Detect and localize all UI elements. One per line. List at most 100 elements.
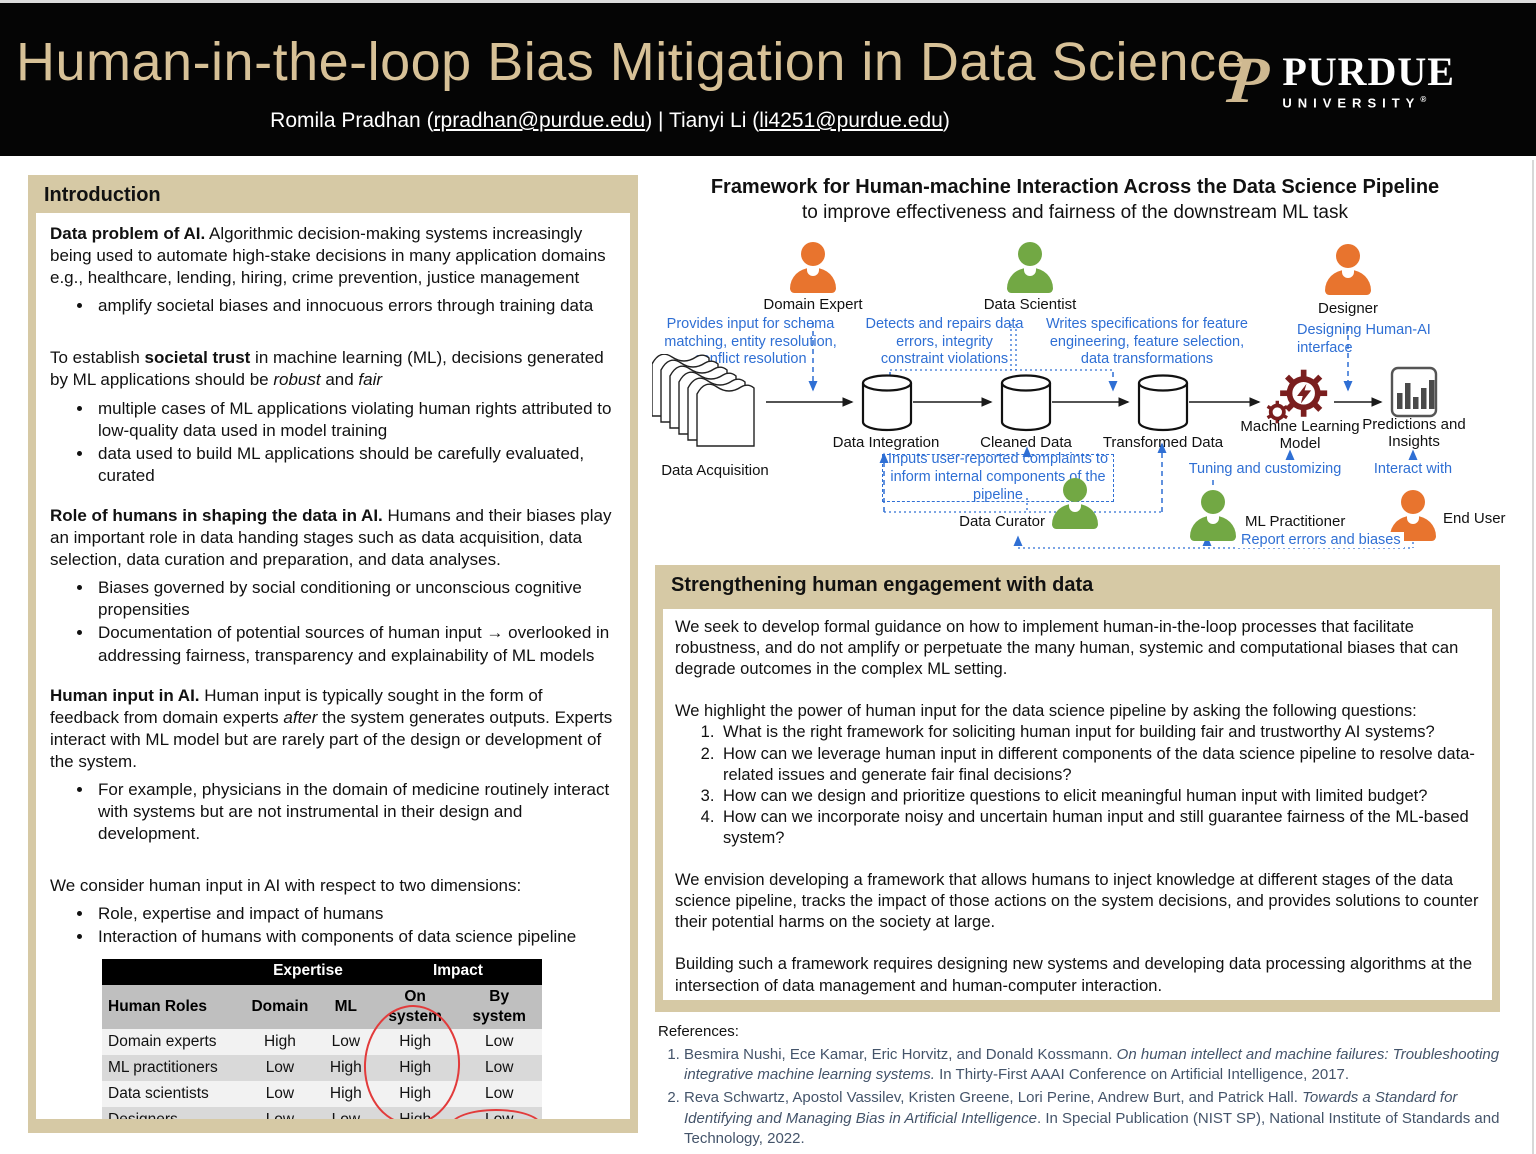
bullet-item: Documentation of potential sources of hu… (94, 622, 616, 666)
domain-expert-icon (785, 242, 841, 293)
intro-paragraph-dimensions: We consider human input in AI with respe… (50, 876, 522, 896)
stage-ml-model-label: Machine Learning Model (1240, 418, 1360, 453)
data-curator-icon (1047, 478, 1103, 529)
reference-item: Reva Schwartz, Apostol Vassilev, Kristen… (684, 1088, 1506, 1150)
purdue-logo: P PURDUE UNIVERSITY® (1224, 39, 1518, 123)
engagement-questions: What is the right framework for soliciti… (675, 722, 1480, 849)
stage-cleaned-data-label: Cleaned Data (980, 434, 1072, 451)
question-item: How can we incorporate noisy and uncerta… (719, 807, 1480, 849)
note-designer: Designing Human-AI interface (1297, 322, 1431, 356)
intro-bullets-1: amplify societal biases and innocuous er… (50, 295, 616, 317)
page-right-edge (1532, 160, 1534, 1154)
references-section: References: Besmira Nushi, Ece Kamar, Er… (658, 1022, 1506, 1152)
question-item: What is the right framework for soliciti… (719, 722, 1480, 743)
purdue-university-wordmark: UNIVERSITY® (1282, 94, 1433, 111)
stage-data-acquisition-label: Data Acquisition (661, 462, 769, 479)
stage-data-integration-label: Data Integration (832, 434, 940, 451)
bullet-item: Biases governed by social conditioning o… (94, 577, 616, 621)
table-column-header-row: Human Roles Domain ML On system By syste… (102, 984, 542, 1029)
note-domain-expert: Provides input for schema matching, enti… (664, 316, 837, 368)
authors-close: ) (942, 109, 950, 132)
purdue-p-icon: P (1224, 44, 1273, 117)
table-group-header-row: Expertise Impact (102, 958, 542, 985)
data-scientist-label: Data Scientist (983, 296, 1077, 313)
data-acquisition-icon (652, 354, 755, 447)
engagement-paragraph-1: We seek to develop formal guidance on ho… (675, 618, 1459, 679)
engagement-body: We seek to develop formal guidance on ho… (663, 609, 1492, 1000)
designer-label: Designer (1317, 300, 1379, 317)
intro-bullets-3: Biases governed by social conditioning o… (50, 577, 616, 666)
purdue-logo-text: PURDUE UNIVERSITY® (1282, 48, 1455, 111)
intro-paragraph-societal-trust: To establish societal trust in machine l… (50, 348, 604, 390)
engagement-paragraph-3: We envision developing a framework that … (675, 871, 1479, 932)
table-row: Data scientists Low High High Low (102, 1080, 542, 1107)
cleaned-data-icon (1000, 374, 1052, 432)
registered-mark: ® (1420, 94, 1433, 104)
ml-practitioner-icon (1185, 490, 1241, 541)
machine-learning-model-icon (1266, 369, 1328, 424)
end-user-label: End User (1443, 510, 1506, 527)
top-divider (0, 0, 1536, 3)
roles-table-wrapper: Expertise Impact Human Roles Domain ML O… (102, 958, 542, 1119)
engagement-paragraph-2: We highlight the power of human input fo… (675, 702, 1417, 721)
reference-item: Besmira Nushi, Ece Kamar, Eric Horvitz, … (684, 1045, 1506, 1086)
references-title: References: (658, 1023, 739, 1040)
references-list: Besmira Nushi, Ece Kamar, Eric Horvitz, … (658, 1045, 1506, 1150)
author1-name: Romila Pradhan ( (270, 109, 434, 132)
author2-email-link[interactable]: li4251@purdue.edu (759, 109, 943, 132)
data-scientist-icon (1002, 242, 1058, 293)
framework-title: Framework for Human-machine Interaction … (710, 176, 1440, 198)
intro-paragraph-human-input: Human input in AI. Human input is typica… (50, 685, 613, 771)
note-cleaning: Detects and repairs data errors, integri… (865, 316, 1024, 368)
intro-paragraph-role-of-humans: Role of humans in shaping the data in AI… (50, 505, 612, 570)
data-integration-icon (861, 374, 913, 432)
predictions-icon (1390, 366, 1438, 418)
authors-separator: ) | (645, 109, 669, 132)
note-tuning: Tuning and customizing (1188, 461, 1342, 477)
group-header-expertise: Expertise (242, 958, 374, 985)
engagement-panel: Strengthening human engagement with data… (655, 565, 1500, 1012)
table-row: Domain experts High Low High Low (102, 1028, 542, 1055)
bullet-item: amplify societal biases and innocuous er… (94, 295, 616, 317)
author1-email-link[interactable]: rpradhan@purdue.edu (433, 109, 646, 132)
note-transform: Writes specifications for feature engine… (1045, 316, 1248, 368)
engagement-paragraph-4: Building such a framework requires desig… (675, 955, 1473, 995)
domain-expert-label: Domain Expert (763, 296, 863, 313)
introduction-panel: Introduction Data problem of AI. Algorit… (28, 175, 638, 1133)
intro-bullets-4: For example, physicians in the domain of… (50, 779, 616, 845)
transformed-data-icon (1137, 374, 1189, 432)
intro-bullets-2: multiple cases of ML applications violat… (50, 398, 616, 487)
human-roles-table: Expertise Impact Human Roles Domain ML O… (102, 958, 542, 1119)
ml-practitioner-label: ML Practitioner (1245, 513, 1346, 530)
introduction-body: Data problem of AI. Algorithmic decision… (36, 213, 630, 1119)
table-row: DesignersLowLowHighLow (102, 1106, 542, 1119)
question-item: How can we design and prioritize questio… (719, 786, 1480, 807)
designer-icon (1320, 244, 1376, 295)
framework-diagram: Domain Expert Data Scientist Designer Pr… (650, 230, 1536, 565)
engagement-title: Strengthening human engagement with data (671, 574, 1094, 596)
diagram-arrows (766, 322, 1418, 549)
stage-transformed-data-label: Transformed Data (1102, 434, 1224, 451)
intro-bullets-5: Role, expertise and impact of humans Int… (50, 903, 616, 948)
authors-line: Romila Pradhan (rpradhan@purdue.edu) | T… (200, 109, 1020, 133)
note-inputs-complaints: Inputs user-reported complaints to infor… (882, 451, 1114, 503)
framework-subtitle: to improve effectiveness and fairness of… (802, 202, 1348, 223)
bullet-item: For example, physicians in the domain of… (94, 779, 616, 845)
note-interact: Interact with (1373, 461, 1453, 477)
table-row: ML practitioners Low High High Low (102, 1054, 542, 1081)
intro-paragraph-data-problem: Data problem of AI. Algorithmic decision… (50, 224, 606, 288)
question-item: How can we leverage human input in diffe… (719, 744, 1480, 786)
introduction-title: Introduction (44, 184, 161, 206)
bullet-item: multiple cases of ML applications violat… (94, 398, 616, 442)
poster-title: Human-in-the-loop Bias Mitigation in Dat… (16, 32, 1248, 92)
bullet-item: Role, expertise and impact of humans (94, 903, 616, 925)
stage-predictions-label: Predictions and Insights (1362, 416, 1466, 451)
group-header-impact: Impact (373, 958, 542, 985)
purdue-wordmark: PURDUE (1282, 48, 1455, 94)
end-user-icon (1385, 490, 1441, 541)
author2-name: Tianyi Li ( (668, 109, 760, 132)
bullet-item: Interaction of humans with components of… (94, 926, 616, 948)
data-curator-label: Data Curator (959, 513, 1045, 530)
bullet-item: data used to build ML applications shoul… (94, 443, 616, 487)
